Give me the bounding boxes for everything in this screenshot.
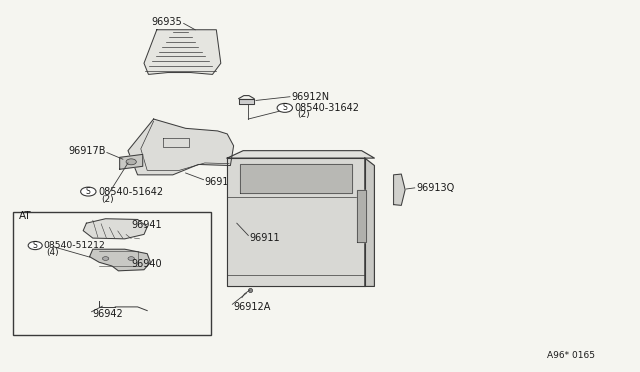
Text: S: S	[86, 187, 91, 196]
Polygon shape	[90, 249, 150, 271]
Text: 08540-51212: 08540-51212	[44, 241, 106, 250]
Bar	[13, 212, 211, 335]
Text: A96* 0165: A96* 0165	[547, 351, 595, 360]
Polygon shape	[357, 190, 366, 242]
Polygon shape	[120, 154, 143, 169]
Polygon shape	[365, 158, 374, 286]
Text: 96910: 96910	[205, 177, 236, 187]
Polygon shape	[394, 174, 405, 205]
Polygon shape	[239, 99, 254, 104]
Circle shape	[102, 257, 109, 260]
Text: (2): (2)	[101, 195, 114, 203]
Polygon shape	[128, 119, 234, 175]
Text: 08540-31642: 08540-31642	[294, 103, 360, 113]
Text: (2): (2)	[298, 110, 310, 119]
Text: 96912A: 96912A	[234, 302, 271, 312]
Text: (4): (4)	[47, 248, 60, 257]
Text: 96913Q: 96913Q	[416, 183, 454, 193]
Polygon shape	[227, 151, 374, 158]
Text: S: S	[282, 103, 287, 112]
Text: AT: AT	[19, 211, 32, 221]
Text: 96917B: 96917B	[68, 146, 106, 155]
Circle shape	[28, 241, 42, 250]
Polygon shape	[83, 219, 147, 239]
Polygon shape	[144, 30, 221, 74]
Circle shape	[128, 257, 134, 260]
Text: 96940: 96940	[131, 259, 162, 269]
Text: 96935: 96935	[152, 17, 182, 27]
Text: 96942: 96942	[93, 310, 124, 319]
Polygon shape	[227, 158, 365, 286]
Polygon shape	[240, 164, 352, 193]
Text: 96941: 96941	[131, 220, 162, 230]
Text: 96912N: 96912N	[291, 92, 330, 102]
Circle shape	[277, 103, 292, 112]
Circle shape	[126, 159, 136, 165]
Circle shape	[81, 187, 96, 196]
Text: S: S	[33, 241, 38, 250]
Text: 08540-51642: 08540-51642	[98, 187, 163, 196]
Text: 96911: 96911	[250, 233, 280, 243]
